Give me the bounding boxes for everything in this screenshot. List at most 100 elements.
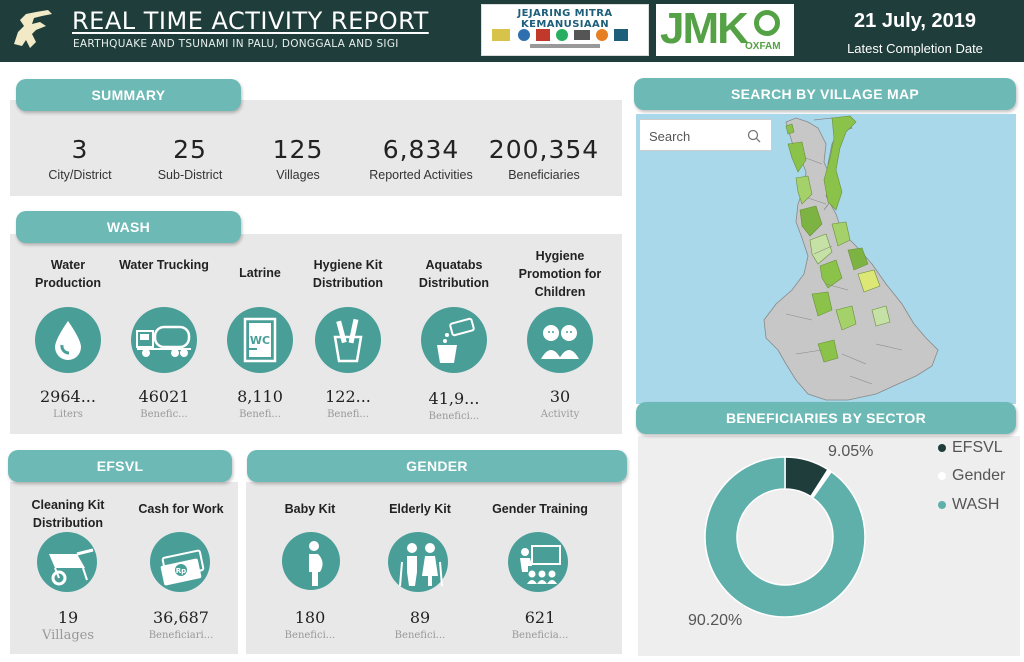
activity-value: 2964... xyxy=(40,387,96,406)
pregnant-woman-icon xyxy=(282,532,340,590)
elderly-icon xyxy=(388,532,448,592)
wash-item-water-production: Water Production 2964... Liters xyxy=(20,250,116,430)
donut-label-efsvl: 9.05% xyxy=(828,443,874,460)
search-icon[interactable] xyxy=(747,129,761,143)
activity-value: 19 xyxy=(57,608,79,627)
activity-unit: Benefic... xyxy=(140,409,188,420)
activity-title: Elderly Kit xyxy=(389,502,451,516)
hygiene-kit-icon xyxy=(315,307,381,373)
wash-item-water-trucking: Water Trucking 46021 Benefic... xyxy=(116,250,212,430)
summary-item: 25 Sub-District xyxy=(140,135,240,182)
activity-value: 8,110 xyxy=(237,387,283,406)
donut-label-wash: 90.20% xyxy=(688,612,743,629)
sector-heading: BENEFICIARIES BY SECTOR xyxy=(636,402,1016,434)
activity-value: 30 xyxy=(549,387,571,406)
wash-heading: WASH xyxy=(16,211,241,243)
map-search-input[interactable]: Search xyxy=(639,119,772,151)
legend-dot xyxy=(938,500,946,509)
gender-item-elderly-kit: Elderly Kit 89 Benefici... xyxy=(374,496,466,656)
activity-unit: Benefici... xyxy=(284,630,336,641)
summary-item: 200,354 Beneficiaries xyxy=(488,135,600,182)
activity-title: Hygiene Promotion for Children xyxy=(518,249,602,299)
legend-dot xyxy=(938,471,946,480)
jmk-logo-text: JMK xyxy=(660,4,749,53)
wheelbarrow-icon xyxy=(37,532,97,592)
summary-value: 200,354 xyxy=(488,135,600,164)
gender-item-baby-kit: Baby Kit 180 Benefici... xyxy=(264,496,356,656)
activity-unit: Benefi... xyxy=(239,409,281,420)
activity-unit: Liters xyxy=(53,409,83,420)
oxfam-ring-icon xyxy=(754,10,780,36)
map-search-placeholder: Search xyxy=(649,129,691,144)
summary-label: Sub-District xyxy=(157,168,223,182)
summary-value: 125 xyxy=(272,135,324,164)
training-icon xyxy=(508,532,568,592)
wash-item-aquatabs: Aquatabs Distribution 41,9... Benefici..… xyxy=(406,250,502,430)
activity-value: 621 xyxy=(524,608,556,627)
legend-label: WASH xyxy=(952,496,1000,513)
completion-date-caption: Latest Completion Date xyxy=(847,41,983,56)
activity-value: 36,687 xyxy=(153,608,209,627)
legend-item-efsvl[interactable]: EFSVL xyxy=(938,439,1003,457)
summary-heading: SUMMARY xyxy=(16,79,241,111)
activity-unit: Beneficiari... xyxy=(148,630,214,641)
activity-value: 46021 xyxy=(138,387,190,406)
activity-value: 41,9... xyxy=(428,389,480,408)
summary-item: 6,834 Reported Activities xyxy=(360,135,482,182)
summary-value: 6,834 xyxy=(382,135,460,164)
activity-title: Baby Kit xyxy=(284,502,336,516)
summary-label: Beneficiaries xyxy=(508,168,580,182)
map-shapes[interactable] xyxy=(636,114,1016,404)
wash-item-hygiene-kit: Hygiene Kit Distribution 122... Benefi..… xyxy=(300,250,396,430)
summary-value: 3 xyxy=(71,135,89,164)
page-subtitle: EARTHQUAKE AND TSUNAMI IN PALU, DONGGALA… xyxy=(73,38,399,50)
partner-title: JEJARING MITRA KEMANUSIAAN xyxy=(517,8,613,30)
children-icon xyxy=(527,307,593,373)
page-title: REAL TIME ACTIVITY REPORT xyxy=(72,7,429,35)
activity-unit: Benefici... xyxy=(428,411,480,422)
aquatabs-icon xyxy=(421,307,487,373)
legend-label: EFSVL xyxy=(952,439,1003,456)
activity-unit: Beneficia... xyxy=(511,630,569,641)
activity-unit: Benefici... xyxy=(394,630,446,641)
wash-item-hygiene-children: Hygiene Promotion for Children 30 Activi… xyxy=(512,247,608,427)
summary-item: 125 Villages xyxy=(248,135,348,182)
summary-label: Villages xyxy=(276,168,320,182)
activity-unit: Villages xyxy=(41,628,95,643)
summary-label: Reported Activities xyxy=(369,168,473,182)
sulawesi-logo-icon xyxy=(14,10,52,48)
header-bar: REAL TIME ACTIVITY REPORT EARTHQUAKE AND… xyxy=(0,0,1024,62)
wash-item-latrine: Latrine WC 8,110 Benefi... xyxy=(212,250,308,430)
sector-donut-chart[interactable] xyxy=(700,452,870,622)
map-heading: SEARCH BY VILLAGE MAP xyxy=(634,78,1016,110)
summary-label: City/District xyxy=(48,168,112,182)
summary-panel xyxy=(10,100,622,196)
completion-date: 21 July, 2019 xyxy=(854,10,976,32)
village-map[interactable]: Search xyxy=(636,114,1016,404)
donut-slice-wash[interactable] xyxy=(704,456,866,618)
legend-dot xyxy=(938,443,946,452)
oxfam-logo-text: OXFAM xyxy=(745,41,781,52)
activity-title: Hygiene Kit Distribution xyxy=(312,258,384,290)
summary-item: 3 City/District xyxy=(30,135,130,182)
legend-item-wash[interactable]: WASH xyxy=(938,496,999,514)
partner-logos-icon xyxy=(492,29,628,48)
activity-title: Water Trucking xyxy=(119,258,209,272)
gender-item-training: Gender Training 621 Beneficia... xyxy=(486,496,594,656)
jmk-oxfam-logo: JMK OXFAM xyxy=(656,4,794,56)
cash-icon: Rp xyxy=(150,532,210,592)
efsvl-item-cleaning-kit: Cleaning Kit Distribution 19 Villages xyxy=(20,496,116,656)
svg-text:Rp: Rp xyxy=(176,567,186,575)
latrine-icon: WC xyxy=(227,307,293,373)
activity-title: Water Production xyxy=(35,258,101,290)
legend-item-gender[interactable]: Gender xyxy=(938,467,1005,485)
svg-text:WC: WC xyxy=(250,334,270,347)
activity-unit: Activity xyxy=(540,409,580,420)
activity-title: Cleaning Kit Distribution xyxy=(31,498,105,530)
summary-value: 25 xyxy=(173,135,207,164)
activity-title: Aquatabs Distribution xyxy=(418,258,490,290)
activity-value: 180 xyxy=(294,608,326,627)
activity-title: Cash for Work xyxy=(138,502,224,516)
efsvl-heading: EFSVL xyxy=(8,450,232,482)
